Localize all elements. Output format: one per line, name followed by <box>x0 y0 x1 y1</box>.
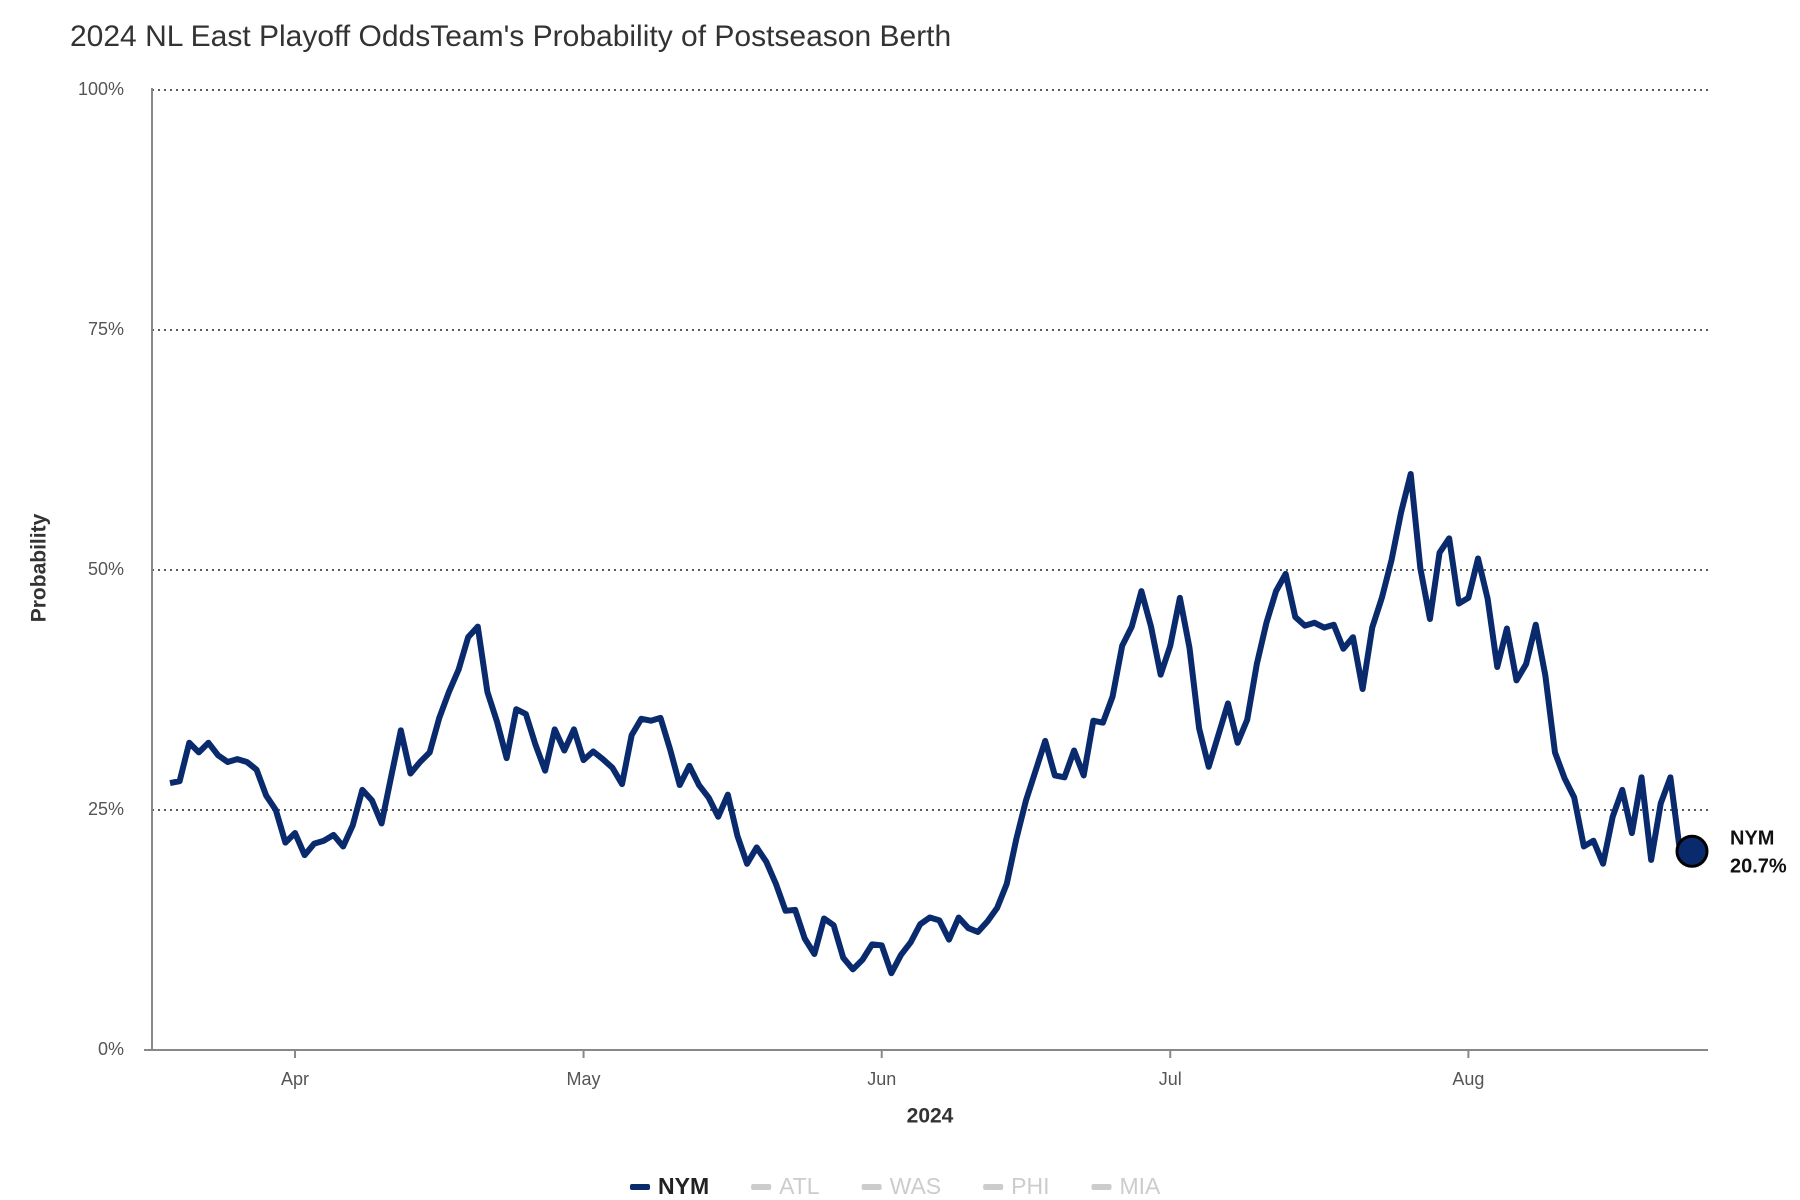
x-tick-label: May <box>567 1069 601 1089</box>
x-tick-label: Aug <box>1452 1069 1484 1089</box>
legend-label[interactable]: WAS <box>890 1173 942 1199</box>
series-line <box>169 471 1683 977</box>
legend-label[interactable]: PHI <box>1011 1173 1049 1199</box>
y-tick-label: 0% <box>98 1039 124 1059</box>
end-marker <box>1675 834 1709 868</box>
y-axis-label: Probability <box>28 513 51 622</box>
y-tick-label: 50% <box>88 559 124 579</box>
legend-label[interactable]: MIA <box>1120 1173 1162 1199</box>
chart-title: 2024 NL East Playoff OddsTeam's Probabil… <box>70 20 951 53</box>
x-tick-label: Apr <box>281 1069 309 1089</box>
legend-swatch[interactable] <box>751 1184 772 1190</box>
x-tick-label: Jun <box>867 1069 896 1089</box>
legend-swatch[interactable] <box>983 1184 1004 1190</box>
y-tick-label: 100% <box>78 79 124 99</box>
end-label-name: NYM <box>1730 828 1774 850</box>
x-axis-label: 2024 <box>907 1105 954 1128</box>
end-label-value: 20.7% <box>1730 856 1787 878</box>
legend-swatch[interactable] <box>861 1184 882 1190</box>
y-tick-label: 25% <box>88 799 124 819</box>
legend-swatch[interactable] <box>1091 1184 1112 1190</box>
legend-label[interactable]: ATL <box>779 1173 820 1199</box>
x-tick-label: Jul <box>1159 1069 1182 1089</box>
legend-swatch[interactable] <box>630 1184 650 1190</box>
y-tick-label: 75% <box>88 319 124 339</box>
legend-label[interactable]: NYM <box>658 1173 709 1199</box>
